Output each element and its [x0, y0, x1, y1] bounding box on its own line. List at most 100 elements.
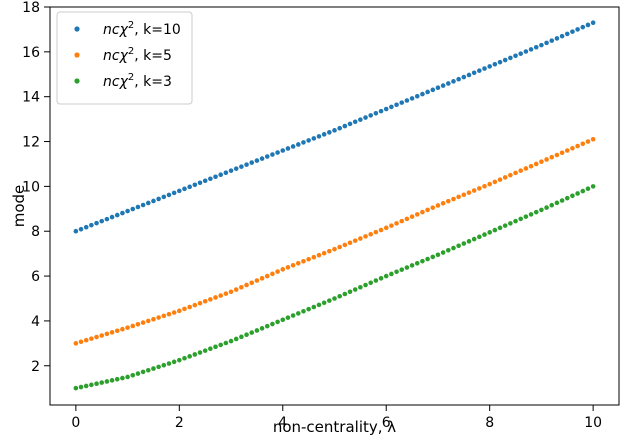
data-point — [446, 198, 451, 204]
y-tick-label: 6 — [31, 269, 40, 285]
data-point — [456, 76, 461, 82]
data-point — [202, 178, 208, 184]
data-point — [456, 243, 461, 249]
data-point — [187, 304, 192, 310]
data-point — [275, 319, 280, 325]
data-point — [523, 214, 529, 219]
data-point — [145, 318, 151, 324]
data-point — [337, 293, 342, 299]
data-point — [425, 256, 430, 262]
x-tick-label: 4 — [278, 415, 287, 431]
data-point — [347, 289, 353, 295]
data-point — [280, 267, 286, 272]
legend-label: ncχ2, k=10 — [103, 20, 181, 38]
data-point — [352, 287, 358, 292]
data-point — [202, 298, 208, 304]
data-point — [78, 339, 84, 345]
data-point — [145, 367, 151, 373]
data-point — [466, 190, 472, 195]
data-point — [554, 36, 560, 41]
data-point — [78, 384, 84, 390]
data-point — [585, 22, 591, 28]
data-point — [518, 216, 524, 222]
data-point — [104, 331, 110, 337]
data-point — [502, 175, 508, 180]
data-point — [358, 236, 363, 241]
series-0 — [73, 20, 596, 234]
data-point — [135, 371, 141, 376]
data-point — [430, 254, 436, 260]
data-point — [311, 136, 317, 141]
legend-box — [56, 11, 193, 105]
data-point — [585, 186, 591, 192]
data-point — [492, 61, 498, 67]
data-point — [461, 74, 467, 80]
data-point — [383, 273, 389, 279]
data-point — [151, 198, 156, 204]
data-point — [378, 276, 384, 281]
data-point — [295, 142, 301, 147]
data-point — [394, 221, 399, 226]
data-point — [420, 209, 425, 215]
data-point — [508, 221, 513, 226]
data-point — [259, 276, 265, 281]
data-point — [249, 330, 255, 335]
data-point — [590, 136, 596, 142]
data-point — [99, 333, 105, 338]
data-point — [182, 186, 187, 192]
data-point — [166, 311, 172, 317]
data-point — [311, 304, 317, 310]
data-point — [461, 192, 467, 198]
data-point — [549, 38, 555, 43]
data-point — [549, 154, 555, 160]
y-axis-label: mode — [10, 185, 28, 228]
data-point — [73, 228, 79, 234]
data-point — [440, 201, 446, 206]
data-point — [130, 206, 136, 212]
data-point — [321, 250, 327, 256]
data-point — [223, 291, 229, 296]
data-point — [363, 282, 368, 288]
data-point — [466, 239, 472, 244]
data-point — [399, 100, 405, 105]
data-point — [125, 208, 130, 214]
data-point — [218, 293, 223, 298]
data-point — [352, 238, 358, 243]
data-point — [451, 79, 456, 84]
data-point — [218, 342, 223, 348]
x-tick-label: 8 — [485, 415, 494, 431]
data-point — [145, 200, 151, 206]
data-point — [435, 85, 441, 91]
data-point — [383, 225, 389, 231]
data-point — [89, 336, 94, 341]
data-point — [492, 227, 498, 233]
data-point — [233, 336, 239, 342]
data-point — [477, 186, 482, 191]
data-point — [404, 265, 410, 270]
data-point — [233, 287, 239, 292]
data-point — [259, 156, 265, 161]
legend-label: ncχ2, k=5 — [103, 46, 172, 64]
data-point — [513, 170, 518, 176]
data-point — [451, 196, 456, 202]
data-point — [166, 361, 172, 366]
data-point — [533, 44, 539, 50]
data-point — [208, 176, 213, 182]
data-point — [280, 148, 286, 153]
data-point — [130, 372, 136, 378]
data-point — [83, 224, 89, 230]
data-point — [171, 310, 177, 315]
data-point — [327, 130, 332, 135]
data-point — [342, 123, 348, 129]
data-point — [332, 296, 337, 301]
data-point — [280, 317, 286, 323]
data-point — [290, 144, 296, 149]
data-points-layer — [73, 20, 596, 391]
data-point — [228, 168, 234, 173]
data-point — [523, 166, 529, 171]
data-point — [446, 81, 451, 86]
data-point — [285, 265, 291, 270]
data-point — [239, 334, 244, 340]
data-point — [502, 223, 508, 228]
data-point — [254, 328, 260, 333]
